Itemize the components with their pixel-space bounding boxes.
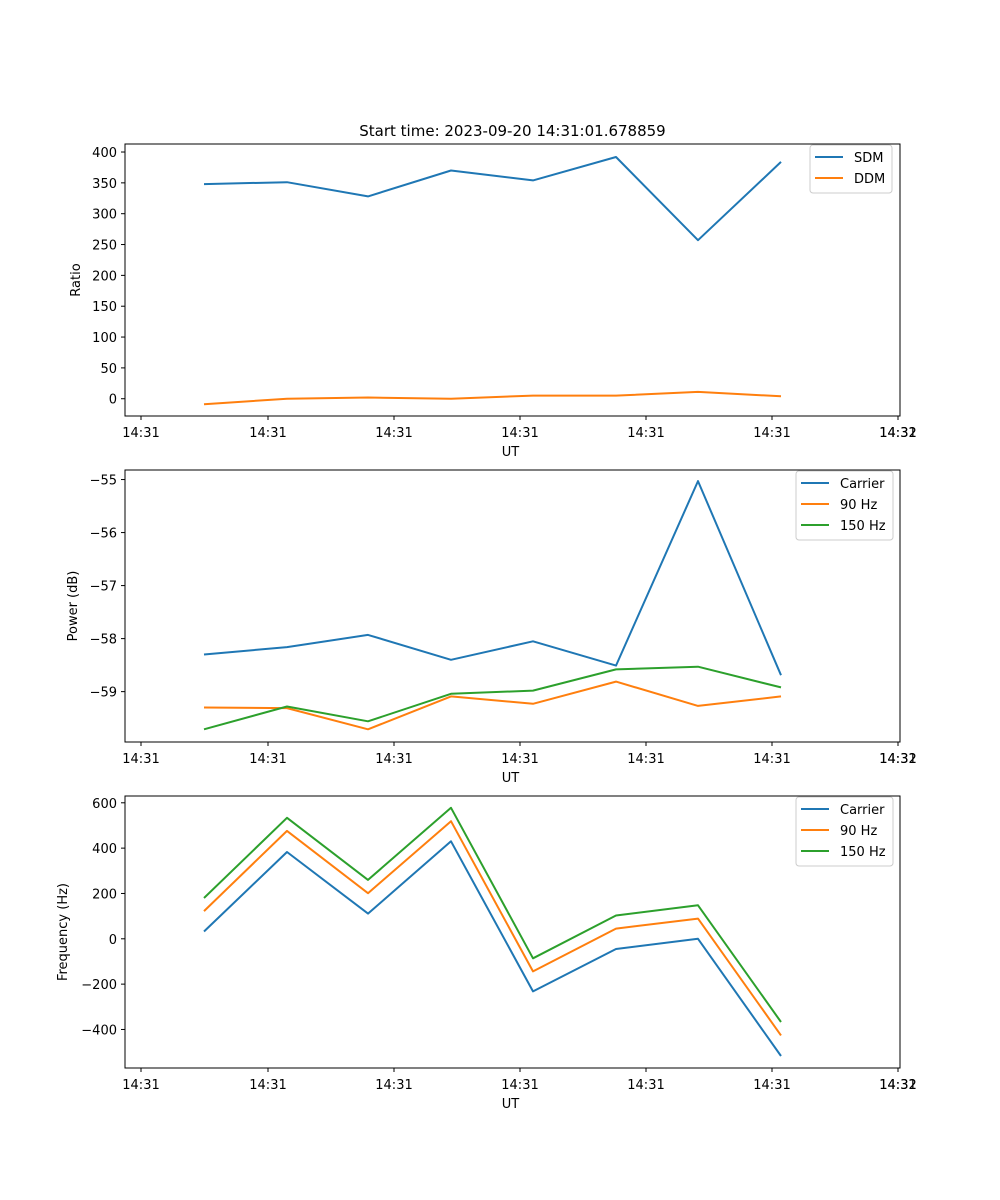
x-tick-label: 14:31	[122, 752, 159, 767]
x-tick-label: 14:31	[249, 426, 286, 441]
y-tick-label: 250	[92, 239, 117, 254]
x-tick-label: 14:31	[501, 426, 538, 441]
x-tick-label: 14:31	[627, 426, 664, 441]
legend-box	[795, 470, 894, 541]
legend-label: 150 Hz	[840, 845, 886, 860]
x-axis-label: UT	[502, 1097, 520, 1112]
y-tick-label: 50	[100, 362, 117, 377]
y-tick-label: 600	[92, 797, 117, 812]
x-axis-label: UT	[502, 445, 520, 460]
legend-label: Carrier	[840, 803, 885, 818]
x-tick-label: 14:31	[375, 752, 412, 767]
legend: Carrier 90 Hz 150 Hz	[795, 470, 894, 541]
x-tick-label: 14:31	[879, 1078, 916, 1093]
x-tick-label: 14:31	[122, 1078, 159, 1093]
series-line-150-hz	[203, 665, 782, 731]
x-axis-label: UT	[502, 771, 520, 786]
series-line-sdm	[203, 156, 782, 242]
y-axis-label: Power (dB)	[66, 571, 81, 642]
x-tick-label: 14:32	[879, 1078, 916, 1093]
x-tick-label: 14:31	[627, 1078, 664, 1093]
legend-label: DDM	[854, 172, 885, 187]
legend: SDM DDM	[809, 144, 893, 194]
series-line-carrier	[203, 480, 782, 676]
legend-label: 90 Hz	[840, 498, 877, 513]
x-tick-label: 14:31	[753, 752, 790, 767]
legend-label: 90 Hz	[840, 824, 877, 839]
y-axis-label: Frequency (Hz)	[56, 883, 71, 981]
y-tick-label: −400	[81, 1023, 117, 1038]
y-tick-label: −58	[90, 633, 117, 648]
x-tick-label: 14:31	[879, 426, 916, 441]
y-tick-label: −57	[90, 580, 117, 595]
x-tick-label: 14:32	[879, 752, 916, 767]
chart-title: Start time: 2023-09-20 14:31:01.678859	[359, 122, 665, 140]
x-tick-label: 14:31	[501, 752, 538, 767]
x-tick-label: 14:31	[627, 752, 664, 767]
y-tick-label: 300	[92, 208, 117, 223]
y-tick-label: 400	[92, 146, 117, 161]
series-line-150-hz	[203, 806, 782, 1023]
plot-frame	[124, 469, 901, 743]
series-line-carrier	[203, 840, 782, 1057]
legend: Carrier 90 Hz 150 Hz	[795, 796, 894, 867]
x-tick-label: 14:31	[375, 1078, 412, 1093]
x-tick-label: 14:32	[879, 426, 916, 441]
series-line-90-hz	[203, 820, 782, 1036]
x-tick-label: 14:31	[753, 1078, 790, 1093]
y-axis-label: Ratio	[69, 263, 84, 296]
y-tick-label: 200	[92, 887, 117, 902]
y-tick-label: −56	[90, 527, 117, 542]
plot-frame	[124, 795, 901, 1069]
legend-label: SDM	[854, 151, 883, 166]
y-tick-label: 350	[92, 177, 117, 192]
chart-panel-1: Start time: 2023-09-20 14:31:01.678859 14…	[69, 122, 917, 460]
x-tick-label: 14:31	[249, 752, 286, 767]
legend-box	[795, 796, 894, 867]
plot-frame	[124, 143, 901, 417]
y-tick-label: −55	[90, 474, 117, 489]
x-tick-label: 14:31	[753, 426, 790, 441]
y-tick-label: −200	[81, 978, 117, 993]
series-line-90-hz	[203, 680, 782, 731]
x-tick-label: 14:31	[122, 426, 159, 441]
chart-panel-2: 14:31 14:31 14:31 14:31 14:31 14:31 14:3114:32…	[66, 469, 917, 786]
chart-panel-3: 14:31 14:31 14:31 14:31 14:31 14:31 14:3114:32…	[56, 795, 917, 1112]
x-tick-label: 14:31	[375, 426, 412, 441]
legend-label: 150 Hz	[840, 519, 886, 534]
legend-label: Carrier	[840, 477, 885, 492]
y-tick-label: 0	[109, 933, 117, 948]
y-tick-label: 200	[92, 269, 117, 284]
x-tick-label: 14:31	[249, 1078, 286, 1093]
x-tick-label: 14:31	[501, 1078, 538, 1093]
y-tick-label: 400	[92, 842, 117, 857]
y-tick-label: −59	[90, 686, 117, 701]
series-line-ddm	[203, 390, 782, 406]
x-tick-label: 14:31	[879, 752, 916, 767]
y-tick-label: 150	[92, 300, 117, 315]
y-tick-label: 0	[109, 393, 117, 408]
y-tick-label: 100	[92, 331, 117, 346]
